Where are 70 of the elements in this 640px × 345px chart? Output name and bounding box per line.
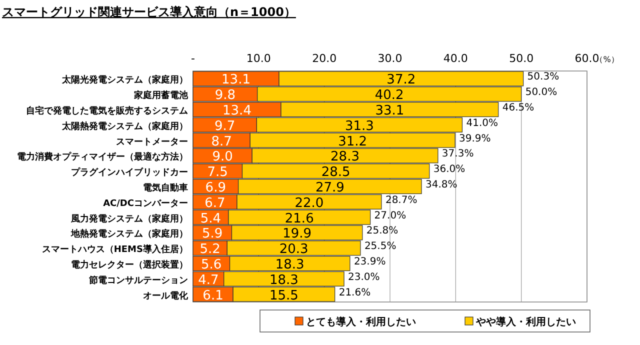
total-label: 23.9%	[354, 256, 386, 268]
data-label: 13.4	[222, 104, 252, 118]
y-tick-label: 太陽熱発電システム（家庭用）	[61, 120, 188, 132]
x-tick-label: 20.0	[312, 52, 337, 65]
total-label: 46.5%	[502, 102, 534, 114]
x-tick-label: 30.0	[378, 52, 402, 65]
y-tick-label: スマートハウス（HEMS導入住居）	[42, 244, 188, 256]
data-label: 9.8	[214, 88, 236, 104]
data-label: 22.0	[294, 196, 324, 211]
chart-title: スマートグリッド関連サービス導入意向（n＝1000）	[2, 5, 296, 19]
y-tick-label: 太陽光発電システム（家庭用）	[61, 74, 188, 86]
y-tick-label: 電気自動車	[143, 182, 188, 194]
data-label: 6.1	[202, 288, 224, 304]
data-label: 21.6	[284, 211, 314, 226]
data-label: 18.3	[275, 258, 304, 272]
data-label: 33.1	[375, 104, 404, 118]
total-label: 27.0%	[374, 210, 406, 222]
total-label: 28.7%	[385, 194, 418, 206]
data-label: 15.5	[269, 288, 298, 304]
data-label: 9.7	[214, 118, 236, 134]
x-tick-label: 40.0	[443, 52, 468, 65]
y-tick-label: 自宅で発電した電気を販売するシステム	[26, 106, 188, 116]
data-label: 13.1	[222, 72, 250, 88]
data-label: 31.2	[338, 134, 368, 150]
y-tick-label: 電力消費オプティマイザー（最適な方法）	[17, 152, 188, 163]
legend-label: とても導入・利用したい	[306, 316, 416, 328]
x-tick-label: 60.0	[574, 52, 600, 65]
data-label: 5.4	[200, 211, 222, 226]
total-label: 37.3%	[442, 148, 474, 160]
y-tick-label: プラグインハイブリッドカー	[71, 167, 188, 178]
data-label: 5.9	[202, 226, 223, 242]
data-label: 28.5	[321, 165, 350, 180]
y-tick-label: オール電化	[143, 290, 189, 302]
y-tick-label: AC/DCコンバーター	[103, 198, 188, 209]
data-label: 37.2	[386, 72, 416, 88]
total-label: 41.0%	[466, 118, 498, 129]
data-label: 40.2	[374, 88, 404, 104]
total-label: 25.8%	[366, 226, 398, 237]
total-label: 39.9%	[459, 133, 491, 144]
data-label: 27.9	[315, 180, 344, 196]
data-label: 7.5	[207, 165, 228, 180]
total-label: 36.0%	[433, 164, 466, 176]
y-tick-label: スマートメーター	[116, 136, 188, 148]
total-label: 50.0%	[525, 87, 558, 98]
data-label: 4.7	[198, 272, 219, 288]
x-tick-label: -	[191, 52, 196, 65]
total-label: 25.5%	[364, 241, 396, 252]
y-tick-label: 家庭用蓄電池	[133, 90, 189, 102]
y-tick-label: 風力発電システム（家庭用）	[70, 213, 188, 224]
data-label: 19.9	[282, 226, 312, 242]
data-label: 20.3	[279, 242, 308, 258]
data-label: 8.7	[211, 134, 232, 150]
x-tick-label: 10.0	[246, 52, 271, 65]
data-label: 6.9	[205, 180, 226, 196]
data-label: 6.7	[204, 196, 226, 211]
total-label: 21.6%	[338, 287, 371, 298]
total-label: 34.8%	[426, 180, 458, 190]
total-label: 50.3%	[527, 72, 560, 83]
y-tick-label: 地熱発電システム（家庭用）	[70, 228, 188, 240]
data-label: 28.3	[330, 150, 360, 165]
x-tick-label: 50.0	[509, 52, 534, 65]
y-tick-label: 電力セレクター（選択装置）	[71, 260, 188, 270]
total-label: 23.0%	[348, 272, 380, 283]
y-tick-label: 節電コンサルテーション	[88, 274, 188, 286]
data-label: 5.6	[201, 258, 222, 272]
data-label: 9.0	[212, 150, 233, 165]
data-label: 31.3	[344, 118, 374, 134]
data-label: 5.2	[200, 242, 220, 258]
data-label: 18.3	[269, 272, 298, 288]
legend-label: やや導入・利用したい	[475, 316, 576, 328]
